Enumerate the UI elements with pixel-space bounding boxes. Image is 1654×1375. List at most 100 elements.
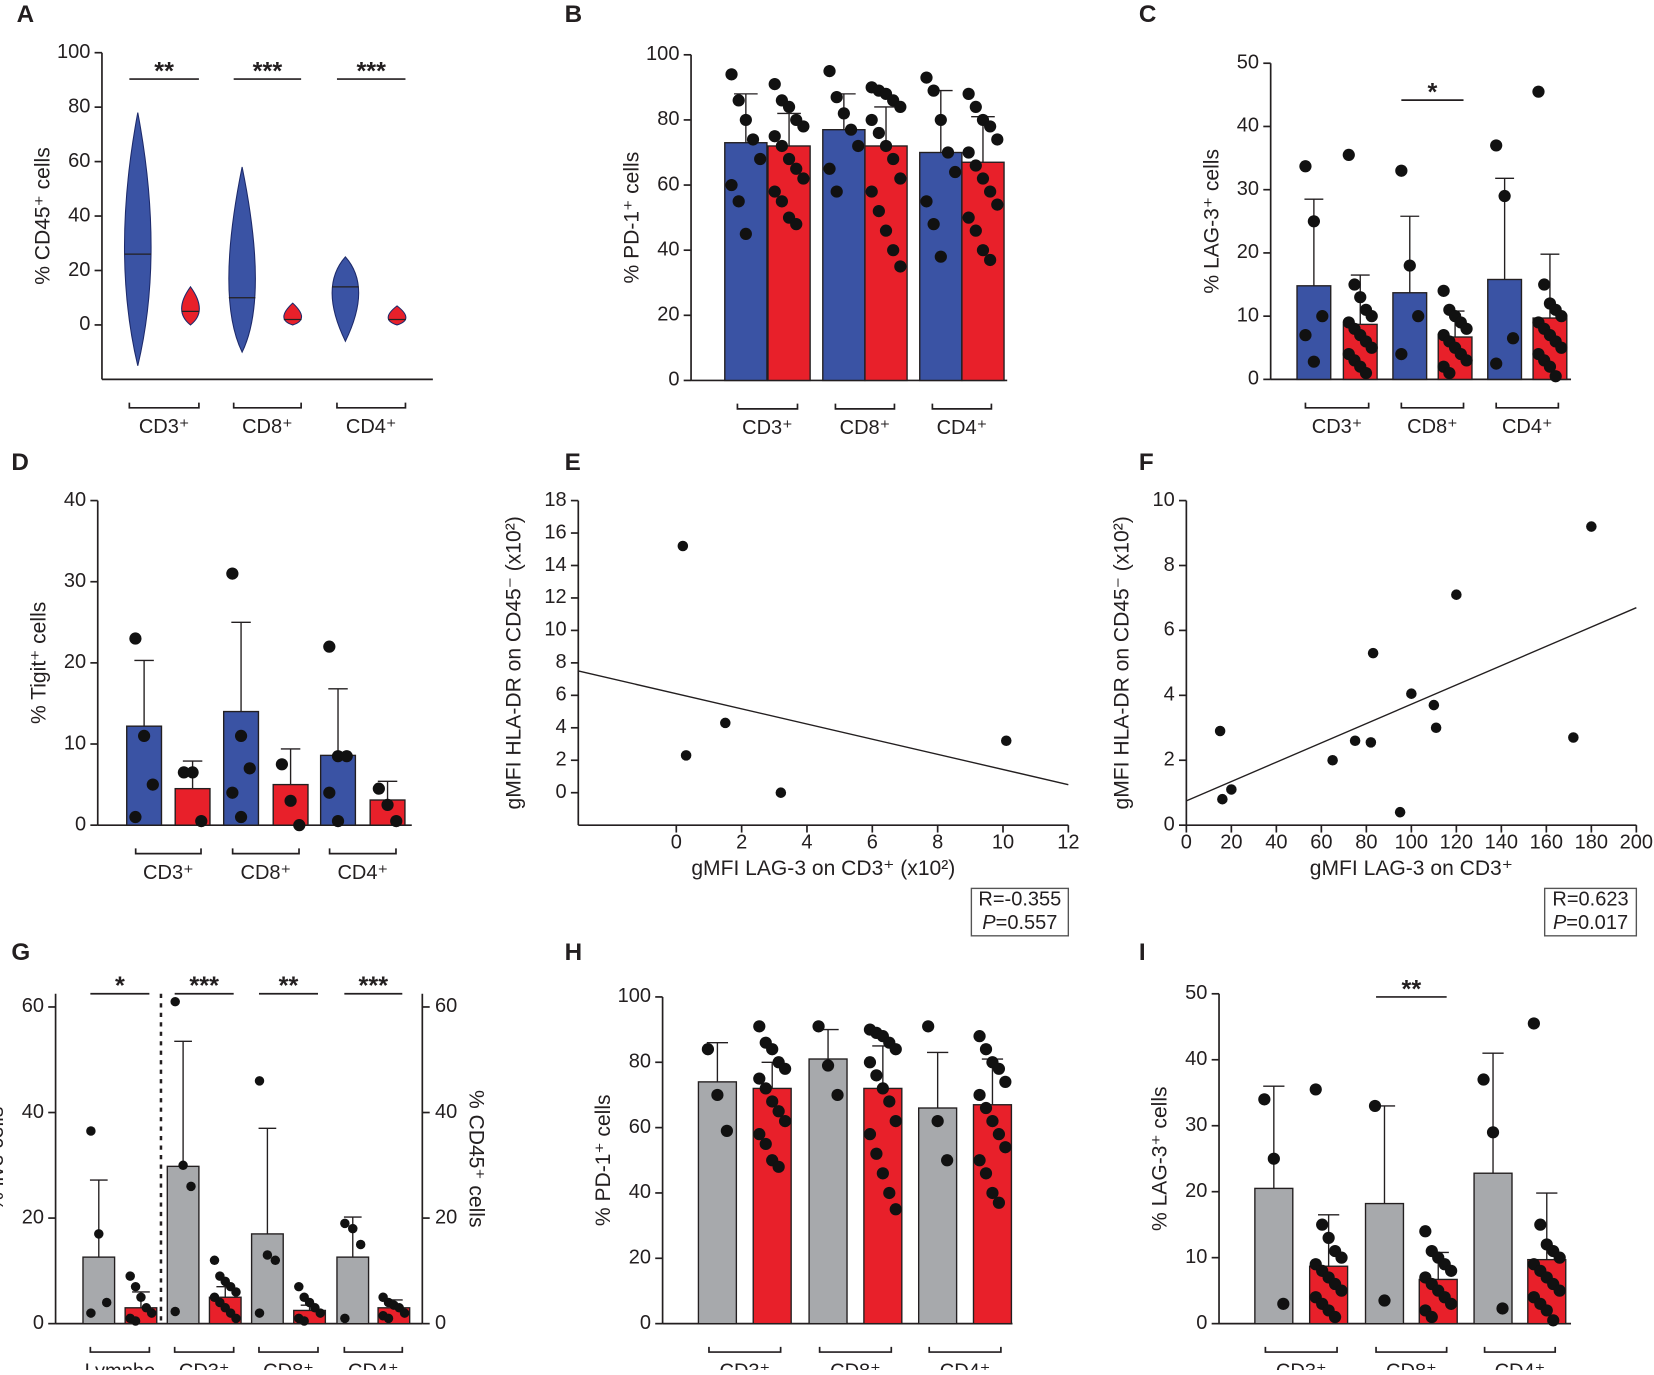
data-point [146,1308,157,1318]
data-point [231,1287,241,1297]
data-point [1496,1302,1509,1315]
data-point [790,162,803,175]
data-point [979,1167,993,1180]
data-point [390,814,403,828]
data-point [1549,370,1562,383]
x-tick-label: CD4⁺ [1502,416,1553,438]
violin [181,285,200,326]
data-point [1322,1231,1335,1244]
y-tick-label: 50 [1237,52,1259,74]
point [1327,754,1338,766]
data-point [876,1167,889,1180]
data-point [136,1292,146,1302]
y2-tick-label: 20 [435,1206,457,1228]
data-point [1365,341,1378,354]
data-point [1378,1294,1391,1307]
data-point [894,172,907,185]
x-tick-label: CD4⁺ [940,1360,991,1370]
x-tick-label: CD3⁺ [1312,416,1363,438]
y-axis-label: gMFI HLA-DR on CD45⁻ (x10²) [1111,516,1134,809]
y-tick-label: 10 [544,619,566,641]
bar [336,1256,370,1325]
panel-letter: F [1139,449,1154,476]
data-point [86,1126,96,1136]
data-point [1335,1284,1348,1297]
x-tick-label: 100 [1395,831,1428,853]
data-point [1486,1126,1500,1139]
data-point [170,996,180,1007]
y-tick-label: 16 [544,521,566,543]
x-tick-label: 12 [1057,831,1079,853]
y-tick-label: 30 [1185,1114,1207,1136]
data-point [270,1255,281,1266]
y2-tick-label: 0 [435,1312,446,1334]
y-tick-label: 0 [79,313,90,335]
data-point [1555,310,1568,323]
data-point [383,1313,394,1324]
data-point [1316,310,1329,323]
x-tick-label: Lympho [85,1360,155,1370]
y-tick-label: 2 [556,749,567,771]
y-tick-label: 20 [64,651,86,673]
x-tick-label: CD3⁺ [143,862,194,884]
data-point [284,794,297,807]
stats-p: P=0.017 [1553,913,1628,935]
data-point [768,77,781,91]
data-point [725,178,738,192]
x-tick-label: 140 [1485,831,1518,853]
data-point [355,1239,366,1250]
data-point [812,1020,825,1033]
significance-label: *** [189,972,219,1000]
data-point [876,1082,889,1095]
data-point [927,218,940,231]
y-tick-label: 30 [1237,178,1259,200]
significance-label: ** [1402,975,1422,1003]
group-bracket [328,848,397,855]
data-point [863,1128,877,1141]
y-axis-label: % PD-1⁺ cells [592,1094,615,1226]
group-bracket [232,402,302,409]
data-point [231,1313,241,1324]
data-point [1547,1314,1560,1327]
y-tick-label: 12 [544,586,566,608]
data-point [941,146,955,159]
data-point [101,1297,112,1308]
point [1394,806,1406,818]
data-point [177,766,191,779]
data-point [1328,1310,1342,1324]
data-point [775,139,789,153]
x-tick-label: CD4⁺ [1495,1360,1546,1370]
bar [917,1107,958,1325]
group-bracket [1483,1346,1557,1353]
data-point [1498,189,1511,203]
x-tick-label: 10 [992,831,1014,853]
data-point [768,185,781,198]
y-axis-label: % Tigit⁺ cells [27,602,50,724]
data-point [830,185,843,198]
data-point [1443,366,1456,380]
violin [387,305,407,326]
data-point [1412,310,1425,323]
data-point [294,1281,304,1292]
y-tick-label: 20 [629,1247,651,1269]
y-tick-label: 18 [544,489,566,511]
data-point [823,162,836,175]
y-axis-label: % CD45⁺ cells [32,147,55,285]
data-point [991,198,1004,211]
x-tick-label: CD3⁺ [139,416,190,438]
y2-axis-label: % CD45⁺ cells [464,1090,487,1228]
data-point [754,152,767,166]
y-tick-label: 40 [68,204,90,226]
y-tick-label: 6 [1164,619,1175,641]
data-point [1309,1083,1322,1096]
data-point [720,1124,733,1137]
x-tick-label: CD8⁺ [1407,416,1458,438]
data-point [922,1020,935,1033]
x-tick-label: CD3⁺ [179,1360,230,1370]
y-tick-label: 40 [1185,1048,1207,1070]
x-tick-label: 180 [1575,831,1608,853]
data-point [979,1043,993,1056]
point [1586,521,1597,532]
x-tick-label: CD3⁺ [719,1360,770,1370]
y-tick-label: 80 [68,95,90,117]
